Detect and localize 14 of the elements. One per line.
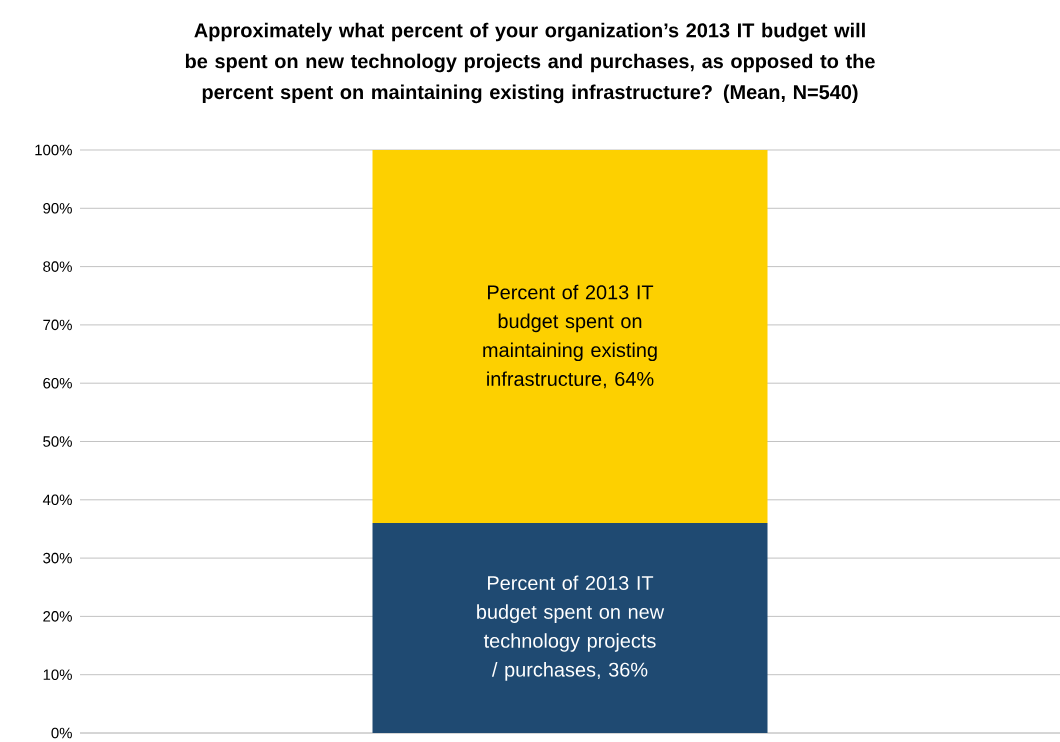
y-tick-label: 100% (35, 144, 72, 156)
y-tick-label: 80% (43, 261, 72, 272)
data-label: Percent of 2013 IT budget spent on new technology projects / purchases, 36% (477, 575, 665, 681)
y-tick-label: 40% (42, 494, 72, 506)
y-tick-label: 20% (43, 611, 72, 622)
y-tick-label: 70% (43, 319, 72, 331)
y-tick-label: 0% (51, 727, 72, 739)
data-label: Percent of 2013 IT budget spent on maintaining existing infrastructure, 64% (483, 284, 657, 389)
y-tick-label: 60% (43, 377, 72, 389)
chart-title: Approximately what percent of your organization’s 2013 IT budget will be spent on new technology projects and purchases, as opposed to the percent spent on maintaining existing infrastructure? (Mean, N=540) (185, 22, 875, 104)
y-tick-label: 10% (43, 669, 72, 680)
y-tick-label: 50% (43, 436, 72, 447)
y-tick-label: 30% (43, 552, 72, 564)
y-tick-label: 90% (43, 203, 72, 214)
